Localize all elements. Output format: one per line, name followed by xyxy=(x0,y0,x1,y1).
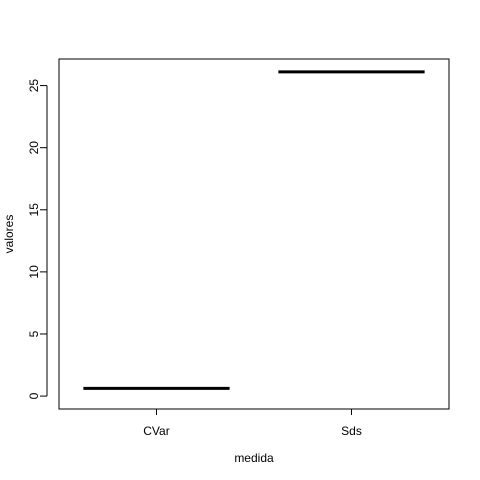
y-tick-label: 0 xyxy=(27,392,41,399)
y-tick-label: 10 xyxy=(27,265,41,279)
x-tick-label: CVar xyxy=(143,424,169,438)
data-marks xyxy=(83,70,425,390)
y-tick-label: 20 xyxy=(27,141,41,155)
y-tick-label: 15 xyxy=(27,203,41,217)
y-axis: 0 5 10 15 20 25 xyxy=(27,79,48,399)
y-tick-label: 5 xyxy=(27,330,41,337)
x-axis-label: medida xyxy=(234,451,274,465)
plot-frame xyxy=(58,58,450,410)
y-tick-label: 25 xyxy=(27,79,41,93)
x-tick-label: Sds xyxy=(341,424,362,438)
x-axis: CVar Sds xyxy=(143,409,362,438)
y-axis-label: valores xyxy=(2,215,16,254)
